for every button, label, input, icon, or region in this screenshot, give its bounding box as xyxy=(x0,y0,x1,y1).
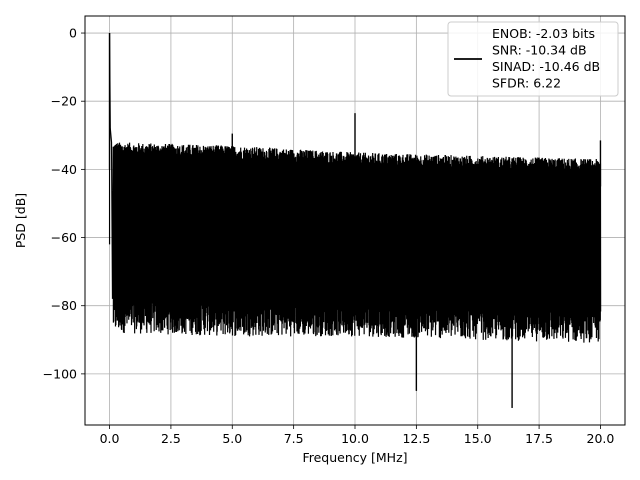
x-tick-label: 17.5 xyxy=(525,431,553,446)
y-tick-label: −60 xyxy=(51,230,77,245)
y-tick-label: 0 xyxy=(69,26,77,41)
y-tick-label: −80 xyxy=(51,298,77,313)
x-tick-label: 0.0 xyxy=(100,431,120,446)
legend-entry: SFDR: 6.22 xyxy=(492,76,561,91)
x-tick-label: 5.0 xyxy=(222,431,242,446)
x-tick-label: 15.0 xyxy=(464,431,492,446)
psd-trace xyxy=(108,33,602,408)
y-axis-ticks: 0 −20 −40 −60 −80 −100 xyxy=(43,26,85,381)
legend-entry: SNR: -10.34 dB xyxy=(492,43,587,58)
legend-box xyxy=(447,21,619,97)
x-axis-ticks: 0.0 2.5 5.0 7.5 10.0 12.5 15.0 17.5 20.0 xyxy=(100,425,615,446)
x-axis-label: Frequency [MHz] xyxy=(302,450,407,465)
x-tick-label: 20.0 xyxy=(587,431,615,446)
legend-entry: ENOB: -2.03 bits xyxy=(492,26,595,41)
x-tick-label: 12.5 xyxy=(402,431,430,446)
psd-line xyxy=(108,33,602,343)
x-tick-label: 7.5 xyxy=(284,431,304,446)
y-tick-label: −20 xyxy=(51,94,77,109)
y-tick-label: −100 xyxy=(43,366,77,381)
y-axis-label: PSD [dB] xyxy=(13,193,28,248)
x-tick-label: 2.5 xyxy=(161,431,181,446)
x-tick-label: 10.0 xyxy=(341,431,369,446)
legend-entry: SINAD: -10.46 dB xyxy=(492,59,600,74)
y-tick-label: −40 xyxy=(51,162,77,177)
